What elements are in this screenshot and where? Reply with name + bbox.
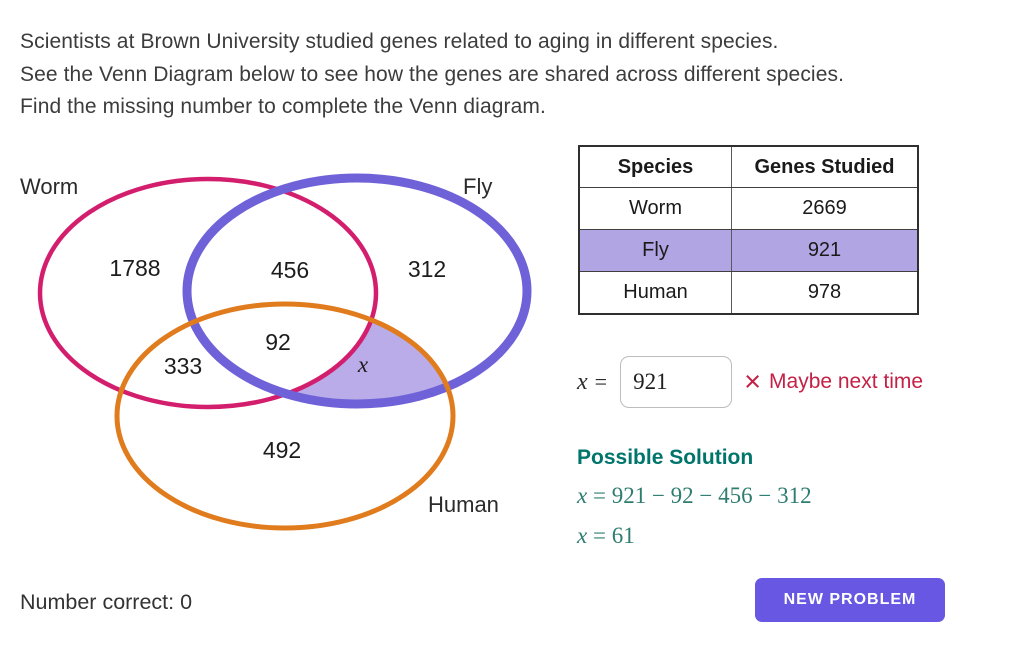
region-worm-fly: 456: [271, 257, 309, 283]
possible-solution: Possible Solution x = 921 − 92 − 456 − 3…: [577, 446, 812, 563]
shaded-region-worm-mask: [187, 179, 376, 404]
new-problem-button[interactable]: NEW PROBLEM: [755, 578, 945, 622]
fly-set-label: Fly: [463, 174, 492, 199]
feedback: × Maybe next time: [744, 365, 924, 398]
table-row: Human 978: [580, 271, 917, 313]
region-fly-only: 312: [408, 256, 446, 282]
human-ellipse: [114, 301, 456, 531]
solution-eq2-rest: = 61: [592, 523, 635, 548]
region-worm-only: 1788: [109, 255, 160, 281]
worm-ellipse: [37, 176, 379, 410]
shaded-region-group: [187, 179, 453, 404]
answer-var-label: x: [577, 368, 588, 395]
solution-eq1-var: x: [577, 483, 588, 508]
species-table: Species Genes Studied Worm 2669 Fly 921 …: [578, 145, 919, 315]
worm-set-label: Worm: [20, 174, 78, 199]
table-header-genes: Genes Studied: [754, 155, 895, 178]
cell-genes: 2669: [802, 197, 847, 219]
instruction-line-3: Find the missing number to complete the …: [20, 95, 546, 118]
cell-genes: 978: [807, 281, 842, 303]
region-worm-human: 333: [164, 353, 202, 379]
instruction-line-1: Scientists at Brown University studied g…: [20, 30, 779, 53]
feedback-text: Maybe next time: [769, 370, 924, 393]
solution-equation-1: x = 921 − 92 − 456 − 312: [577, 483, 812, 509]
solution-eq1-rest: = 921 − 92 − 456 − 312: [592, 483, 812, 508]
human-set-label: Human: [428, 492, 499, 517]
answer-equals: =: [594, 369, 608, 394]
cell-species: Human: [580, 272, 732, 313]
region-human-only: 492: [263, 437, 301, 463]
cell-genes: 921: [807, 239, 842, 261]
table-row-highlighted: Fly 921: [580, 229, 917, 271]
solution-heading: Possible Solution: [577, 446, 754, 469]
wrong-cross-icon: ×: [744, 365, 762, 398]
answer-input[interactable]: [620, 356, 733, 408]
table-header-row: Species Genes Studied: [580, 147, 917, 187]
table-header-species: Species: [580, 147, 732, 187]
cell-species: Worm: [580, 188, 732, 229]
table-row: Worm 2669: [580, 187, 917, 229]
answer-row: x = × Maybe next time: [577, 355, 923, 409]
venn-diagram: Worm Fly Human 1788 456 312 92 333 x 492: [20, 173, 532, 531]
region-fly-human-x: x: [357, 352, 369, 377]
solution-equation-2: x = 61: [577, 523, 812, 549]
instructions: Scientists at Brown University studied g…: [20, 26, 844, 124]
cell-species: Fly: [580, 230, 732, 271]
instruction-line-2: See the Venn Diagram below to see how th…: [20, 62, 845, 86]
region-center: 92: [265, 329, 291, 355]
solution-eq2-var: x: [577, 523, 588, 548]
fly-ellipse: [182, 173, 532, 409]
score-counter: Number correct: 0: [20, 590, 193, 614]
